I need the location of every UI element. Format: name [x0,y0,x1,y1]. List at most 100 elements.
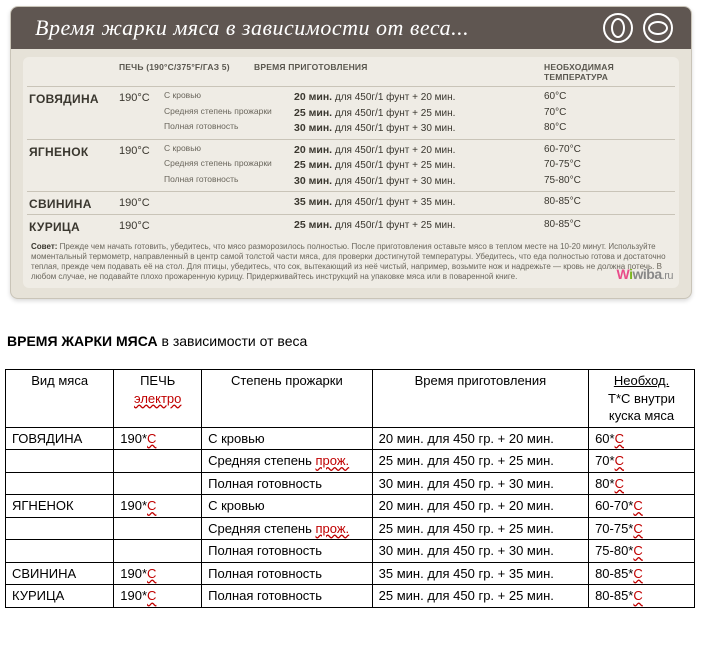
cell-oven: 190*С [114,562,202,585]
citrus-icon [643,13,673,43]
meat-name: КУРИЦА [29,218,119,234]
meat-name: ЯГНЕНОК [29,143,119,189]
cell-meat: КУРИЦА [6,585,114,608]
time-cell: 20 мин. для 450г/1 фунт + 20 мин. [294,90,544,105]
table-header-row: Вид мяса ПЕЧЬ электро Степень прожарки В… [6,370,695,428]
time-cell: 20 мин. для 450г/1 фунт + 20 мин. [294,143,544,158]
cell-temp: 60*С [589,427,695,450]
cell-oven [114,517,202,540]
time-cell: 25 мин. для 450г/1 фунт + 25 мин. [294,106,544,121]
header-icons [603,13,673,43]
doneness-label [164,195,294,210]
tip-text: Прежде чем начать готовить, убедитесь, ч… [31,242,666,281]
meat-row: Средняя степень прожарки25 мин. для 450г… [164,158,673,173]
table-row: Полная готовность30 мин. для 450 гр. + 3… [6,540,695,563]
cell-temp: 75-80*С [589,540,695,563]
tip-label: Совет: [31,242,57,251]
temp-cell: 70-75°C [544,158,673,173]
cell-time: 20 мин. для 450 гр. + 20 мин. [372,495,588,518]
cell-done: Полная готовность [202,585,373,608]
time-cell: 25 мин. для 450г/1 фунт + 25 мин. [294,158,544,173]
time-cell: 35 мин. для 450г/1 фунт + 35 мин. [294,195,544,210]
meat-block: СВИНИНА190°C35 мин. для 450г/1 фунт + 35… [27,192,675,215]
temp-cell: 80°C [544,121,673,136]
table-row: Средняя степень прож.25 мин. для 450 гр.… [6,450,695,473]
cell-oven: 190*С [114,427,202,450]
time-cell: 30 мин. для 450г/1 фунт + 30 мин. [294,174,544,189]
card-body: Печь (190°C/375°F/ГАЗ 5) Время приготовл… [23,57,679,288]
meat-oven-temp: 190°C [119,218,164,234]
doneness-label: Средняя степень прожарки [164,106,294,121]
meat-oven-temp: 190°C [119,195,164,211]
meat-row: Полная готовность30 мин. для 450г/1 фунт… [164,121,673,136]
cell-time: 35 мин. для 450 гр. + 35 мин. [372,562,588,585]
cell-meat: ЯГНЕНОК [6,495,114,518]
cell-time: 25 мин. для 450 гр. + 25 мин. [372,450,588,473]
meat-block: КУРИЦА190°C25 мин. для 450г/1 фунт + 25 … [27,215,675,237]
plain-title: ВРЕМЯ ЖАРКИ МЯСА в зависимости от веса [7,333,695,349]
th-temp: Необход. Т*С внутри куска мяса [589,370,695,428]
th-meat: Вид мяса [6,370,114,428]
cell-temp: 80-85*С [589,585,695,608]
cell-time: 25 мин. для 450 гр. + 25 мин. [372,585,588,608]
th-time: Время приготовления [372,370,588,428]
cell-time: 30 мин. для 450 гр. + 30 мин. [372,540,588,563]
doneness-label [164,218,294,233]
cell-oven [114,450,202,473]
col-time-label: Время приготовления [254,62,544,82]
table-row: ГОВЯДИНА190*СС кровью20 мин. для 450 гр.… [6,427,695,450]
temp-cell: 80-85°C [544,218,673,233]
cell-oven [114,540,202,563]
th-doneness: Степень прожарки [202,370,373,428]
temp-cell: 75-80°C [544,174,673,189]
meat-name: СВИНИНА [29,195,119,211]
doneness-label: С кровью [164,143,294,158]
table-row: Средняя степень прож.25 мин. для 450 гр.… [6,517,695,540]
cell-time: 30 мин. для 450 гр. + 30 мин. [372,472,588,495]
doneness-label: Средняя степень прожарки [164,158,294,173]
meat-name: ГОВЯДИНА [29,90,119,136]
meat-block: ГОВЯДИНА190°CС кровью20 мин. для 450г/1 … [27,87,675,140]
meat-row: 35 мин. для 450г/1 фунт + 35 мин.80-85°C [164,195,673,210]
cell-temp: 70*С [589,450,695,473]
meat-row: Средняя степень прожарки25 мин. для 450г… [164,106,673,121]
meat-row: С кровью20 мин. для 450г/1 фунт + 20 мин… [164,90,673,105]
meat-oven-temp: 190°C [119,90,164,136]
cell-done: Средняя степень прож. [202,450,373,473]
cell-oven: 190*С [114,585,202,608]
card-header: Время жарки мяса в зависимости от веса..… [11,7,691,49]
temp-cell: 60-70°C [544,143,673,158]
meat-row: 25 мин. для 450г/1 фунт + 25 мин.80-85°C [164,218,673,233]
cell-time: 20 мин. для 450 гр. + 20 мин. [372,427,588,450]
col-temp-label: Необходимая температура [544,62,673,82]
meat-block: ЯГНЕНОК190°CС кровью20 мин. для 450г/1 ф… [27,140,675,193]
cell-done: Полная готовность [202,540,373,563]
time-cell: 25 мин. для 450г/1 фунт + 25 мин. [294,218,544,233]
cell-done: Полная готовность [202,472,373,495]
watermark: Wiwiba.ru [617,266,673,282]
cell-meat [6,450,114,473]
doneness-label: С кровью [164,90,294,105]
table-row: ЯГНЕНОК190*СС кровью20 мин. для 450 гр. … [6,495,695,518]
meat-oven-temp: 190°C [119,143,164,189]
time-cell: 30 мин. для 450г/1 фунт + 30 мин. [294,121,544,136]
plain-section: ВРЕМЯ ЖАРКИ МЯСА в зависимости от веса В… [5,333,695,608]
cell-done: С кровью [202,427,373,450]
roasting-card: Время жарки мяса в зависимости от веса..… [10,6,692,299]
temp-cell: 80-85°C [544,195,673,210]
table-row: СВИНИНА190*СПолная готовность35 мин. для… [6,562,695,585]
cell-meat: СВИНИНА [6,562,114,585]
temp-cell: 70°C [544,106,673,121]
cell-meat [6,540,114,563]
card-title: Время жарки мяса в зависимости от веса..… [35,15,469,41]
cooking-tip: Совет: Прежде чем начать готовить, убеди… [27,237,675,284]
cell-oven [114,472,202,495]
doneness-label: Полная готовность [164,121,294,136]
meat-row: С кровью20 мин. для 450г/1 фунт + 20 мин… [164,143,673,158]
cell-temp: 60-70*С [589,495,695,518]
table-row: Полная готовность30 мин. для 450 гр. + 3… [6,472,695,495]
cell-done: С кровью [202,495,373,518]
col-oven-label: Печь (190°C/375°F/ГАЗ 5) [119,62,254,82]
cell-meat: ГОВЯДИНА [6,427,114,450]
cell-temp: 80-85*С [589,562,695,585]
